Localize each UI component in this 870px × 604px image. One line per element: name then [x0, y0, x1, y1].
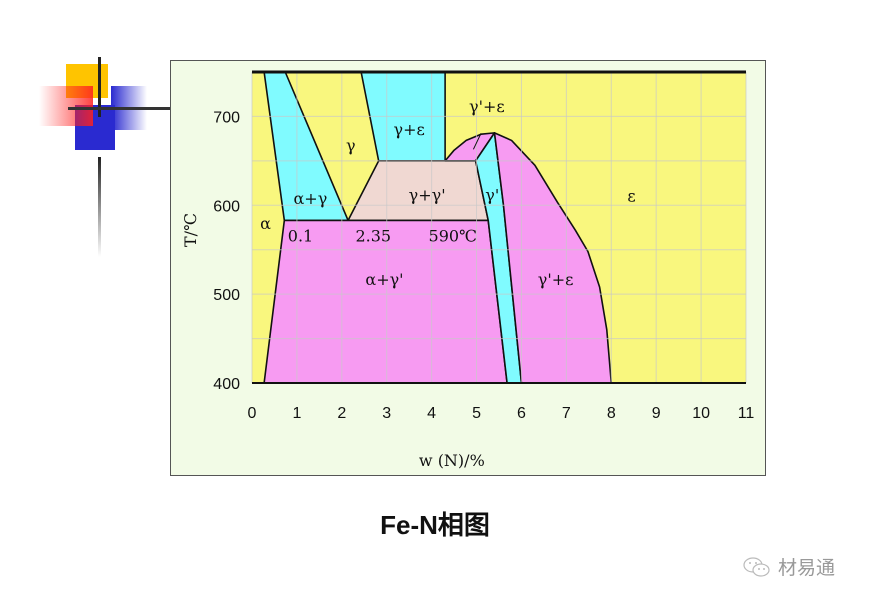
x-tick-label: 2 [337, 405, 346, 422]
phase-label: α+γ' [365, 270, 403, 289]
figure-caption: Fe-N相图 [380, 510, 490, 540]
x-tick-label: 3 [382, 405, 391, 422]
phase-label: α [260, 214, 271, 233]
phase-label: γ+γ' [409, 186, 446, 205]
y-tick-label: 500 [213, 287, 240, 304]
x-tick-label: 6 [517, 405, 526, 422]
x-tick-label: 9 [652, 405, 661, 422]
x-tick-label: 8 [607, 405, 616, 422]
x-tick-label: 11 [738, 405, 755, 422]
vertical-rule [98, 57, 101, 117]
x-tick-label: 10 [692, 405, 710, 422]
y-tick-label: 700 [213, 109, 240, 126]
phase-label: α+γ [293, 189, 327, 208]
phase-label: γ'+ε [538, 270, 574, 289]
red-fade [39, 86, 93, 126]
wechat-icon [743, 556, 770, 577]
y-axis-label: T/℃ [181, 213, 200, 247]
horizontal-rule [68, 107, 170, 110]
x-tick-label: 0 [248, 405, 257, 422]
y-tick-label: 400 [213, 376, 240, 393]
x-tick-label: 1 [292, 405, 301, 422]
watermark-text: 材易通 [778, 558, 836, 579]
phase-label: γ'+ε [469, 97, 505, 116]
phase-label: 2.35 [355, 226, 391, 245]
phase-label: γ [346, 136, 356, 155]
x-axis-label: w (N)/% [419, 451, 485, 470]
watermark: 材易通 [742, 553, 835, 580]
y-tick-label: 600 [213, 198, 240, 215]
phase-label: γ' [485, 186, 499, 205]
phase-label: γ+ε [394, 120, 425, 139]
phase-label: ε [627, 187, 635, 206]
x-tick-label: 5 [472, 405, 481, 422]
vertical-rule-fade [98, 157, 101, 257]
phase-label: 0.1 [288, 226, 313, 245]
x-tick-label: 7 [562, 405, 571, 422]
annotation-leader-line [472, 133, 482, 150]
phase-label: 590℃ [429, 226, 477, 245]
x-tick-label: 4 [427, 405, 436, 422]
